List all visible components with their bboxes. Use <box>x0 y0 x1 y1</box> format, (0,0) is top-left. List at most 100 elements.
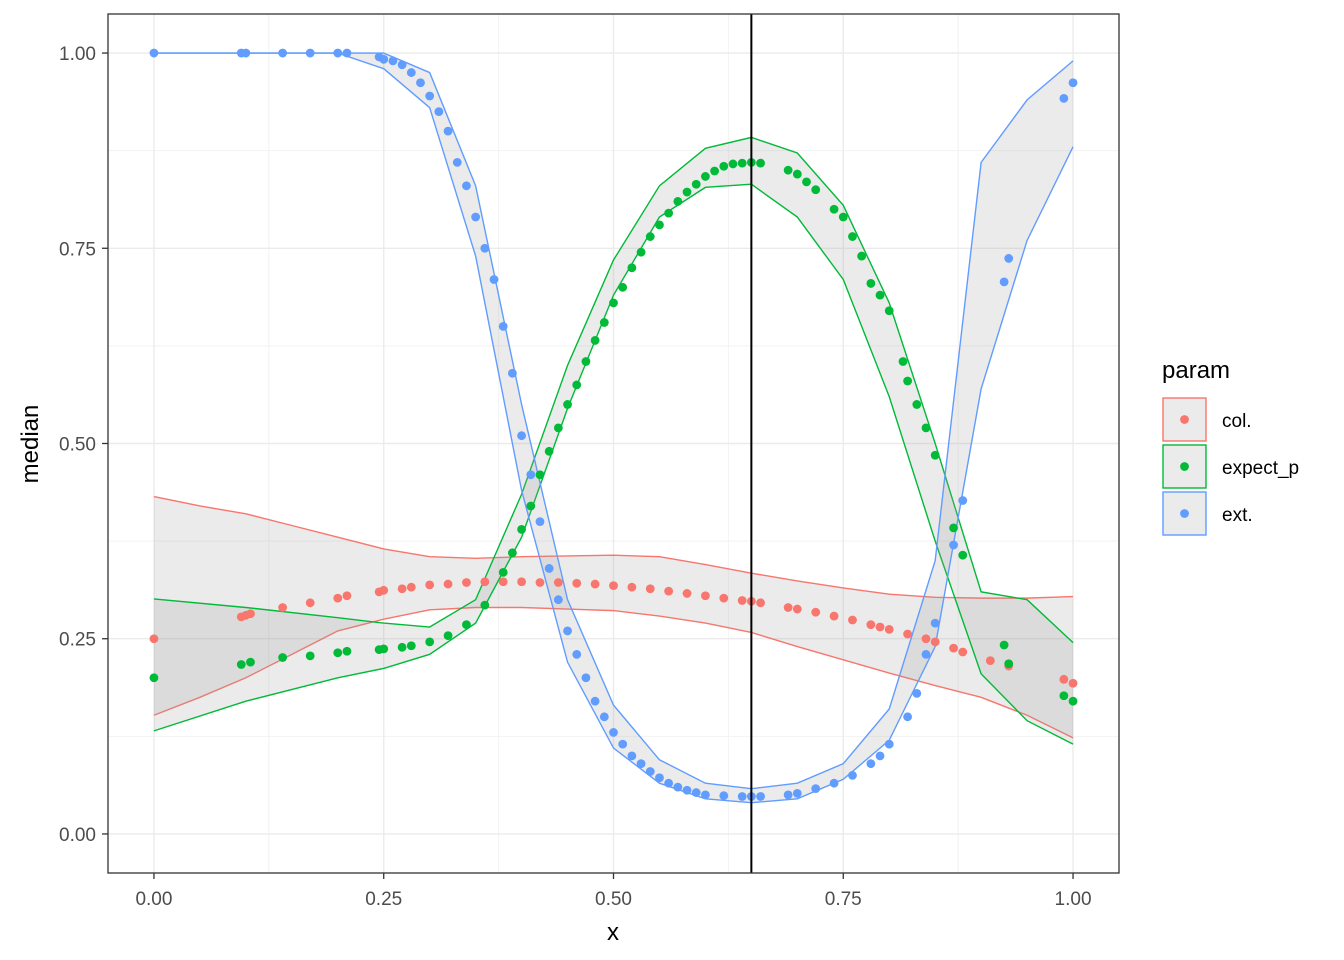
point-ext. <box>572 649 582 659</box>
point-col. <box>590 579 600 589</box>
x-axis-ticks: 0.00 0.25 0.50 0.75 1.00 <box>135 873 1092 910</box>
point-expect_p <box>645 232 655 241</box>
point-expect_p <box>691 179 701 189</box>
point-expect_p <box>397 642 407 652</box>
point-expect_p <box>406 641 416 651</box>
band-fill-expect_p <box>153 137 1074 745</box>
point-ext. <box>719 791 729 801</box>
x-tick-label: 1.00 <box>1055 889 1092 910</box>
point-col. <box>342 591 352 601</box>
point-ext. <box>866 759 876 769</box>
point-ext. <box>462 181 471 191</box>
point-col. <box>701 591 710 601</box>
legend-key-point-ext. <box>1180 509 1189 518</box>
x-tick-label: 0.75 <box>825 889 862 910</box>
point-expect_p <box>535 470 545 480</box>
point-ext. <box>333 48 343 58</box>
point-col. <box>553 578 563 587</box>
legend-key-point-expect_p <box>1180 462 1189 471</box>
point-col. <box>792 604 802 614</box>
point-expect_p <box>682 187 692 197</box>
point-expect_p <box>903 376 913 386</box>
legend-label-col.: col. <box>1222 411 1252 432</box>
point-ext. <box>517 431 526 441</box>
point-col. <box>480 577 490 587</box>
point-ext. <box>912 688 922 698</box>
point-ext. <box>949 540 958 550</box>
point-ext. <box>443 126 453 136</box>
point-col. <box>848 615 857 625</box>
point-expect_p <box>379 644 389 654</box>
point-col. <box>517 577 526 587</box>
point-expect_p <box>673 197 683 206</box>
x-tick-label: 0.25 <box>365 889 402 910</box>
point-expect_p <box>898 357 908 366</box>
point-col. <box>756 598 765 608</box>
point-ext. <box>498 321 508 331</box>
point-expect_p <box>553 423 563 433</box>
point-ext. <box>609 728 618 737</box>
point-expect_p <box>655 220 664 230</box>
legend-title: param <box>1162 357 1230 384</box>
point-expect_p <box>636 247 646 257</box>
point-ext. <box>618 739 628 749</box>
point-expect_p <box>811 185 821 195</box>
point-ext. <box>480 243 490 253</box>
point-ext. <box>737 792 747 801</box>
y-tick-label: 0.50 <box>59 435 96 456</box>
point-expect_p <box>884 306 894 316</box>
band-lower-col. <box>153 606 1074 739</box>
point-col. <box>397 584 407 594</box>
point-ext. <box>590 696 600 706</box>
point-ext. <box>1004 254 1014 263</box>
point-expect_p <box>710 166 719 176</box>
point-ext. <box>397 60 407 70</box>
legend-items: col. expect_p ext. <box>1162 397 1299 536</box>
point-expect_p <box>342 646 352 656</box>
point-expect_p <box>443 631 453 641</box>
point-expect_p <box>563 400 572 409</box>
point-col. <box>829 611 839 621</box>
point-col. <box>572 578 582 588</box>
point-ext. <box>999 277 1009 287</box>
point-col. <box>903 629 913 639</box>
x-tick-label: 0.00 <box>135 889 172 910</box>
point-ext. <box>406 68 416 77</box>
point-expect_p <box>508 548 517 558</box>
point-ext. <box>875 751 885 761</box>
band-upper-ext. <box>153 52 1074 790</box>
point-expect_p <box>792 169 802 179</box>
point-ext. <box>884 739 894 749</box>
point-col. <box>425 580 435 590</box>
point-ext. <box>958 496 968 505</box>
point-col. <box>1068 678 1078 688</box>
point-expect_p <box>480 600 490 610</box>
point-expect_p <box>526 501 536 511</box>
point-col. <box>462 578 471 587</box>
point-ext. <box>388 56 398 66</box>
point-ext. <box>848 770 857 780</box>
point-ext. <box>1059 93 1069 103</box>
point-expect_p <box>572 380 582 390</box>
point-ext. <box>829 778 839 788</box>
point-col. <box>627 582 637 592</box>
band-upper-expect_p <box>153 136 1074 644</box>
point-expect_p <box>278 653 288 662</box>
point-expect_p <box>599 318 609 327</box>
point-ext. <box>792 788 802 798</box>
point-col. <box>737 596 747 605</box>
confidence-bands <box>153 52 1074 804</box>
point-ext. <box>673 782 683 792</box>
point-col. <box>921 634 931 644</box>
point-col. <box>985 656 995 665</box>
point-ext. <box>930 618 940 628</box>
point-expect_p <box>425 637 435 647</box>
point-expect_p <box>728 159 738 169</box>
point-ext. <box>416 78 425 88</box>
y-tick-label: 0.25 <box>59 630 96 651</box>
point-col. <box>930 637 940 647</box>
point-ext. <box>903 712 913 722</box>
point-ext. <box>783 790 793 800</box>
point-expect_p <box>462 620 471 630</box>
point-col. <box>682 589 692 598</box>
